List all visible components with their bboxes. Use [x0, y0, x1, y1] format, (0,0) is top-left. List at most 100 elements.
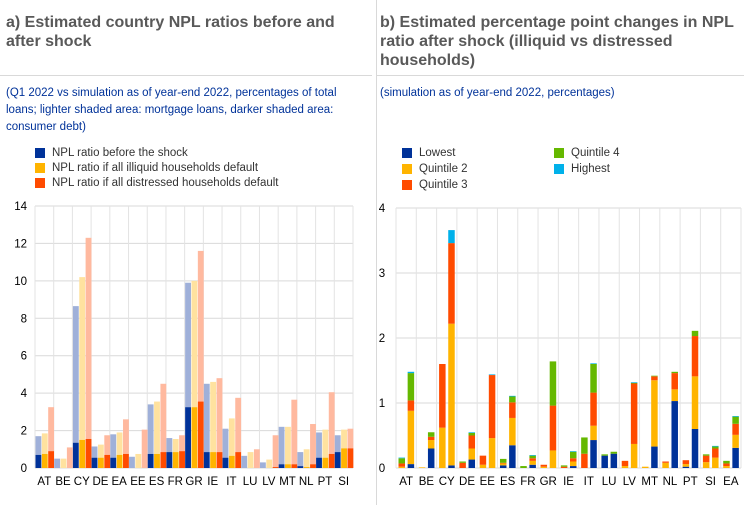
legend-label: Quintile 2 — [419, 163, 468, 175]
y-tick-label: 4 — [21, 388, 28, 400]
legend-swatch — [35, 178, 45, 188]
bar-mortgage-PT — [328, 392, 335, 454]
legend-label: NPL ratio before the shock — [52, 147, 188, 159]
bar-segment-AT-distressed — [407, 464, 415, 468]
legend-label: Lowest — [419, 147, 456, 159]
bar-consumer-EA — [110, 457, 117, 468]
bar-mortgage-NL — [303, 449, 310, 468]
bar-segment-FR-distressed — [529, 455, 536, 456]
bar-consumer-ES — [147, 453, 154, 468]
bar-segment-SI-distressed — [712, 445, 719, 447]
y-tick-label: 2 — [379, 333, 385, 345]
bar-segment-PT-illiquid — [682, 460, 690, 465]
bar-mortgage-IE — [216, 378, 223, 453]
chart-a-plot: 0 2 4 6 8 10 12 14 AT BE CY DE EA EE ES FR GR IE IT LU LV MT N… — [14, 201, 354, 488]
bar-segment-EE-distressed — [488, 438, 496, 468]
y-tick-label: 6 — [21, 351, 27, 363]
bar-segment-DE-distressed — [468, 435, 476, 449]
bar-segment-EA-distressed — [732, 447, 739, 468]
bar-segment-IT-distressed — [590, 363, 597, 364]
bar-segment-CY-distressed — [448, 323, 455, 466]
bar-segment-IT-illiquid — [581, 437, 588, 454]
bar-segment-BE-distressed — [427, 448, 435, 468]
bar-segment-CY-illiquid — [439, 364, 446, 428]
bar-consumer-IT — [228, 455, 235, 468]
y-tick-label: 0 — [21, 463, 27, 475]
bar-segment-MT-distressed — [651, 446, 658, 468]
bar-mortgage-GR — [197, 250, 204, 402]
bar-segment-LV-distressed — [630, 382, 638, 383]
bar-segment-IT-distressed — [590, 392, 597, 426]
bar-segment-PT-distressed — [691, 376, 699, 429]
bar-mortgage-FR — [166, 438, 173, 453]
bar-consumer-ES — [160, 452, 167, 468]
y-tick-label: 1 — [379, 398, 385, 410]
bar-consumer-IT — [235, 452, 242, 468]
x-tick-label: EA — [723, 476, 739, 488]
bar-segment-LV-distressed — [630, 382, 638, 384]
legend-label: Highest — [571, 163, 610, 175]
bar-consumer-CY — [85, 438, 92, 468]
bar-segment-AT-illiquid — [398, 466, 405, 468]
bar-segment-LV-illiquid — [621, 466, 629, 468]
bar-consumer-GR — [185, 407, 191, 468]
bar-segment-ES-distressed — [509, 402, 516, 418]
chart-b-title: b) Estimated percentage point changes in… — [380, 14, 734, 69]
bar-segment-EA-illiquid — [723, 466, 730, 468]
bar-segment-IE-distressed — [570, 451, 577, 459]
x-tick-label: GR — [185, 476, 202, 488]
bar-segment-CY-illiquid — [439, 427, 446, 468]
bar-mortgage-AT — [41, 433, 48, 454]
bar-segment-PT-distressed — [691, 336, 699, 377]
bar-segment-ES-distressed — [509, 417, 516, 446]
bar-consumer-SI — [341, 448, 347, 468]
bar-mortgage-FR — [172, 438, 179, 453]
bar-mortgage-GR — [191, 280, 198, 408]
bar-consumer-PT — [322, 457, 329, 468]
bar-segment-LU-illiquid — [601, 454, 608, 456]
bar-mortgage-GR — [185, 282, 191, 408]
bar-segment-SI-distressed — [712, 457, 719, 468]
bar-consumer-AT — [41, 453, 48, 468]
chart-a-title: a) Estimated country NPL ratios before a… — [6, 14, 335, 50]
bar-mortgage-AT — [35, 436, 42, 455]
bar-segment-AT-distressed — [407, 371, 415, 374]
bar-segment-SI-illiquid — [702, 454, 710, 456]
bar-segment-PT-distressed — [691, 330, 699, 337]
bar-segment-GR-illiquid — [540, 466, 548, 468]
bar-mortgage-LU — [241, 455, 248, 468]
x-tick-label: BE — [419, 476, 435, 488]
bar-consumer-IT — [222, 457, 229, 468]
bar-mortgage-CY — [85, 237, 92, 439]
bar-consumer-LV — [272, 467, 279, 468]
legend-swatch — [402, 180, 412, 190]
bar-consumer-IE — [203, 452, 210, 468]
bar-consumer-FR — [179, 451, 185, 468]
bar-segment-DE-distressed — [468, 459, 476, 468]
bar-segment-SI-illiquid — [702, 455, 710, 463]
bar-segment-DE-distressed — [468, 448, 476, 460]
x-tick-label: AT — [37, 476, 51, 488]
bar-mortgage-FR — [179, 435, 185, 452]
y-tick-label: 14 — [14, 201, 27, 213]
bar-segment-EA-distressed — [732, 434, 739, 448]
legend-swatch — [554, 164, 564, 174]
x-tick-label: ES — [500, 476, 516, 488]
x-tick-label: NL — [299, 476, 314, 488]
bar-segment-EA-distressed — [732, 416, 739, 424]
x-tick-label: LV — [623, 476, 637, 488]
y-tick-label: 0 — [379, 463, 385, 475]
bar-segment-MT-distressed — [651, 376, 658, 381]
y-tick-label: 10 — [14, 276, 27, 288]
panel-b: b) Estimated percentage point changes in… — [377, 0, 744, 505]
bar-segment-IT-distressed — [590, 440, 597, 468]
bar-segment-IT-distressed — [590, 425, 597, 441]
legend-label: NPL ratio if all distressed households d… — [52, 177, 279, 189]
x-tick-label: SI — [338, 476, 349, 488]
bar-consumer-DE — [91, 457, 98, 468]
x-tick-label: MT — [279, 476, 296, 488]
bar-segment-GR-distressed — [549, 405, 557, 451]
bar-mortgage-DE — [97, 444, 104, 458]
bar-mortgage-EE — [129, 456, 135, 468]
bar-consumer-IE — [216, 452, 223, 468]
